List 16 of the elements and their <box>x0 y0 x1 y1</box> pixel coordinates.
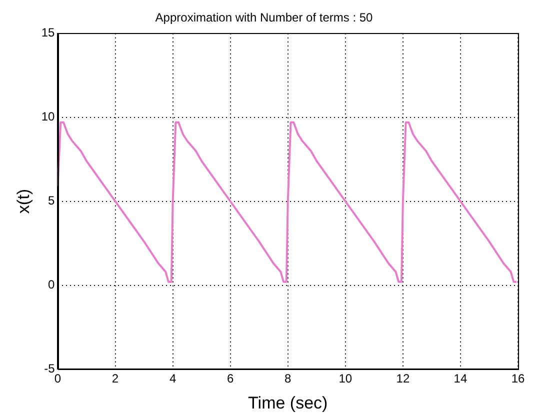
y-tick-label: 0 <box>48 278 56 292</box>
x-tick-label: 8 <box>284 372 292 386</box>
x-tick-label: 6 <box>227 372 234 386</box>
x-tick-label: 14 <box>454 372 468 386</box>
y-tick-label: 10 <box>41 110 56 124</box>
x-tick-label: 2 <box>112 372 119 386</box>
x-tick-label: 4 <box>169 372 176 386</box>
y-tick-label: 15 <box>41 26 56 40</box>
chart-title: Approximation with Number of terms : 50 <box>155 10 374 25</box>
x-axis-title: Time (sec) <box>248 393 328 412</box>
y-tick-label: -5 <box>44 362 56 376</box>
x-tick-label: 16 <box>511 372 525 386</box>
y-axis-title: x(t) <box>14 189 33 214</box>
x-tick-label: 10 <box>338 372 352 386</box>
x-tick-label: 12 <box>396 372 410 386</box>
y-tick-label: 5 <box>48 194 56 208</box>
